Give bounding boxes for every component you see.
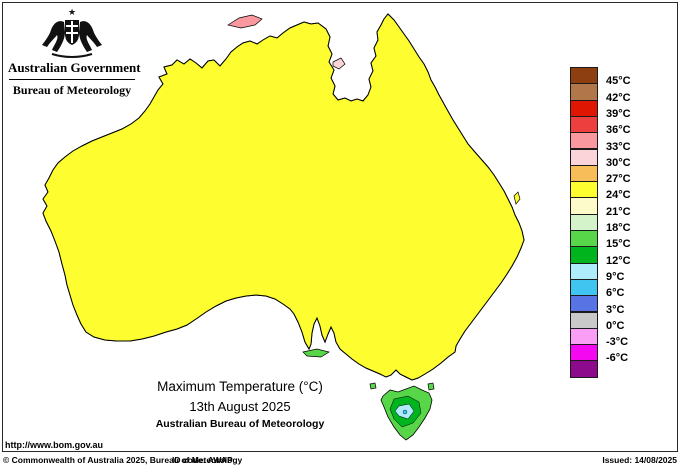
copyright-text: © Commonwealth of Australia 2025, Bureau… [3,455,243,465]
legend-swatch [570,83,598,101]
map-title: Maximum Temperature (°C) [157,379,323,394]
australia-temperature-map [42,13,525,441]
legend-swatch [570,197,598,215]
flinders-island [427,382,435,391]
legend-label: 3°C [606,303,625,316]
tasmania-group [380,385,433,441]
kangaroo-island [302,348,330,358]
legend-swatch [570,246,598,264]
issued-date-text: Issued: 14/08/2025 [602,455,677,465]
legend-label: 36°C [606,124,631,137]
map-date: 13th August 2025 [189,399,291,414]
government-title: Australian Government [8,60,141,75]
id-code-text: ID code: AWAP [172,455,233,465]
legend-swatch [570,181,598,199]
islands-group [227,14,521,391]
king-island [369,382,377,390]
legend-label: 42°C [606,91,631,104]
legend-swatch [570,115,598,134]
legend-label: 24°C [606,189,631,202]
footer-strip: © Commonwealth of Australia 2025, Bureau… [0,452,680,467]
legend-label: 45°C [606,75,631,88]
legend-swatch [570,213,598,231]
legend-label: 15°C [606,238,631,251]
kangaroo-icon [42,21,65,52]
commonwealth-star-icon: ★ [68,7,76,17]
legend-swatch [570,278,598,297]
legend-label: 39°C [606,107,631,120]
legend-swatch [570,344,598,362]
map-title-block: Maximum Temperature (°C) 13th August 202… [95,379,385,430]
legend-label: 27°C [606,173,631,186]
legend-swatch [570,99,598,117]
map-organisation: Australian Bureau of Meteorology [155,418,325,430]
legend-swatch [570,311,598,329]
legend-swatch [570,148,598,166]
legend-label: 21°C [606,205,631,218]
groote-island [332,57,346,70]
legend-label: 18°C [606,222,631,234]
fraser-island [513,191,521,205]
scroll-banner [51,53,93,58]
legend-label: -6°C [606,352,629,365]
legend-label: 6°C [606,287,625,300]
legend-label: 0°C [606,319,625,332]
emu-icon [79,21,102,52]
legend-swatch [570,295,598,313]
map-frame-border [2,2,678,452]
legend-swatch [570,230,598,248]
bureau-title: Bureau of Meteorology [12,83,132,97]
tasmania-6c-spot [402,409,408,415]
legend-swatch [570,164,598,183]
bom-url: http://www.bom.gov.au [5,440,103,450]
legend-swatch [570,67,598,85]
legend-label: 12°C [606,254,631,267]
legend-label: 33°C [606,140,631,153]
legend-label: 30°C [606,156,631,169]
legend-label: 9°C [606,270,625,283]
legend-swatch [570,132,598,150]
legend-swatch [570,262,598,280]
legend-swatch [570,360,598,378]
legend-label: -3°C [606,336,629,349]
melville-island [227,14,263,29]
temperature-legend: 45°C 42°C 39°C 36°C 33°C 30°C 27°C 24°C 21°C 18°C… [570,67,680,379]
header-divider [9,79,135,80]
legend-swatch [570,327,598,346]
government-header: ★ Australian Government Bureau of Meteor… [8,6,141,98]
coat-of-arms: ★ [42,7,102,58]
